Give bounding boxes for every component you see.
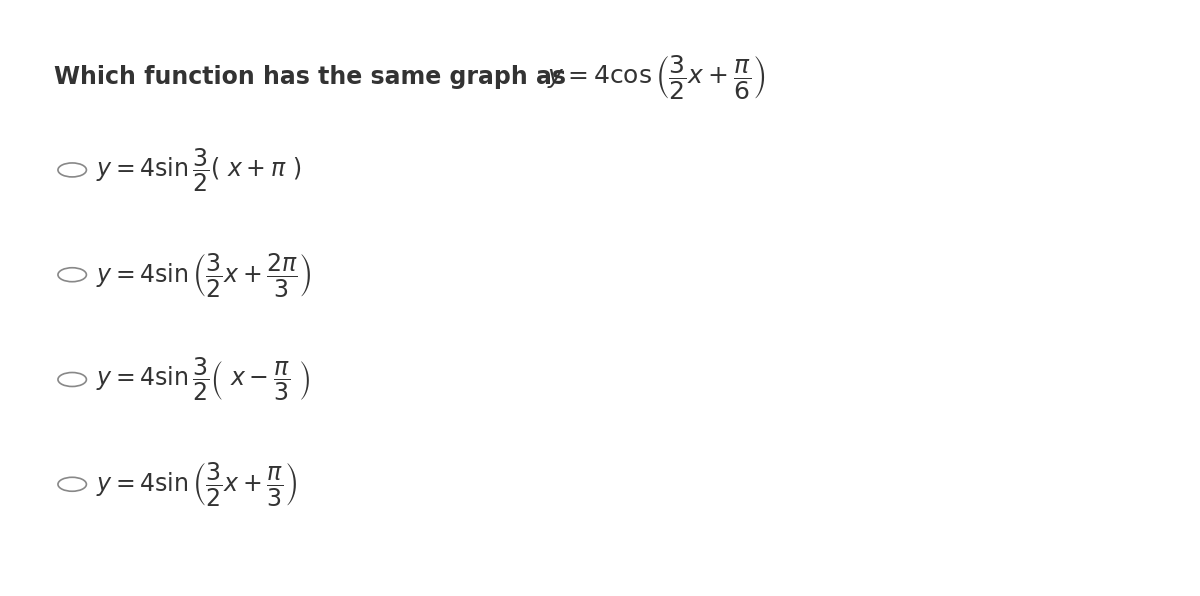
Text: Which function has the same graph as: Which function has the same graph as	[54, 65, 575, 89]
Text: $y = 4\sin\dfrac{3}{2}\left(\ x+\pi\ \right)$: $y = 4\sin\dfrac{3}{2}\left(\ x+\pi\ \ri…	[96, 146, 301, 194]
Text: $y = 4\cos\left(\dfrac{3}{2}x+\dfrac{\pi}{6}\right)$: $y = 4\cos\left(\dfrac{3}{2}x+\dfrac{\pi…	[547, 53, 766, 101]
Text: $y = 4\sin\left(\dfrac{3}{2}x+\dfrac{\pi}{3}\right)$: $y = 4\sin\left(\dfrac{3}{2}x+\dfrac{\pi…	[96, 460, 298, 508]
Text: $y = 4\sin\dfrac{3}{2}\left(\ x-\dfrac{\pi}{3}\ \right)$: $y = 4\sin\dfrac{3}{2}\left(\ x-\dfrac{\…	[96, 356, 311, 403]
Text: $y = 4\sin\left(\dfrac{3}{2}x+\dfrac{2\pi}{3}\right)$: $y = 4\sin\left(\dfrac{3}{2}x+\dfrac{2\p…	[96, 251, 312, 299]
